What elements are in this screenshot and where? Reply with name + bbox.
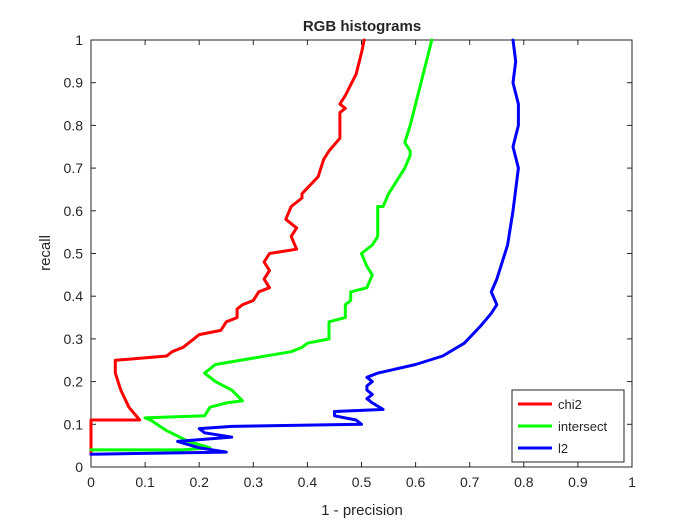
x-tick-label: 0.5 — [352, 474, 372, 490]
axis-tick-labels: 0 0.1 0.2 0.3 0.4 0.5 0.6 0.7 0.8 0.9 1 0 0.1 0.2 0.3 0… — [64, 32, 637, 490]
x-tick-label: 0.3 — [244, 474, 264, 490]
x-tick-label: 0.8 — [514, 474, 534, 490]
x-tick-label: 0.4 — [298, 474, 318, 490]
y-tick-label: 0.4 — [64, 288, 84, 304]
x-tick-label: 0.2 — [189, 474, 209, 490]
legend-label-l2: l2 — [558, 441, 568, 456]
x-tick-label: 0 — [87, 474, 95, 490]
legend: chi2 intersect l2 — [511, 389, 625, 463]
x-tick-label: 0.9 — [568, 474, 588, 490]
y-tick-label: 1 — [75, 32, 83, 48]
chart-title: RGB histograms — [303, 18, 421, 35]
y-axis-label: recall — [37, 235, 54, 271]
series-lines — [89, 38, 520, 456]
y-tick-label: 0.2 — [64, 374, 84, 390]
x-tick-label: 0.7 — [460, 474, 480, 490]
y-tick-label: 0 — [75, 459, 83, 475]
y-tick-label: 0.9 — [64, 75, 84, 91]
axis-ticks — [90, 39, 633, 468]
y-tick-label: 0.5 — [64, 246, 84, 262]
x-axis-label: 1 - precision — [321, 502, 403, 519]
series-line-l2 — [89, 38, 520, 456]
y-tick-label: 0.8 — [64, 117, 84, 133]
x-tick-label: 1 — [628, 474, 636, 490]
y-tick-label: 0.7 — [64, 160, 84, 176]
legend-label-chi2: chi2 — [558, 397, 582, 412]
x-tick-label: 0.1 — [135, 474, 155, 490]
y-tick-label: 0.6 — [64, 203, 84, 219]
y-tick-label: 0.3 — [64, 331, 84, 347]
legend-label-intersect: intersect — [558, 419, 608, 434]
x-tick-label: 0.6 — [406, 474, 426, 490]
y-tick-label: 0.1 — [64, 416, 84, 432]
series-line-chi2 — [89, 38, 366, 456]
series-line-intersect — [89, 38, 434, 452]
